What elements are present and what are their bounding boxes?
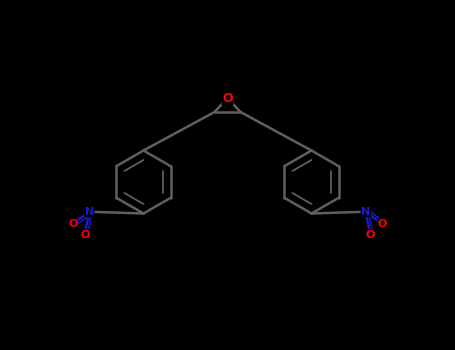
Text: N: N [361,207,370,217]
Text: O: O [366,230,375,239]
Text: O: O [222,91,233,105]
Text: N: N [85,207,94,217]
Text: O: O [68,219,77,229]
Text: O: O [80,230,89,239]
Text: O: O [378,219,387,229]
